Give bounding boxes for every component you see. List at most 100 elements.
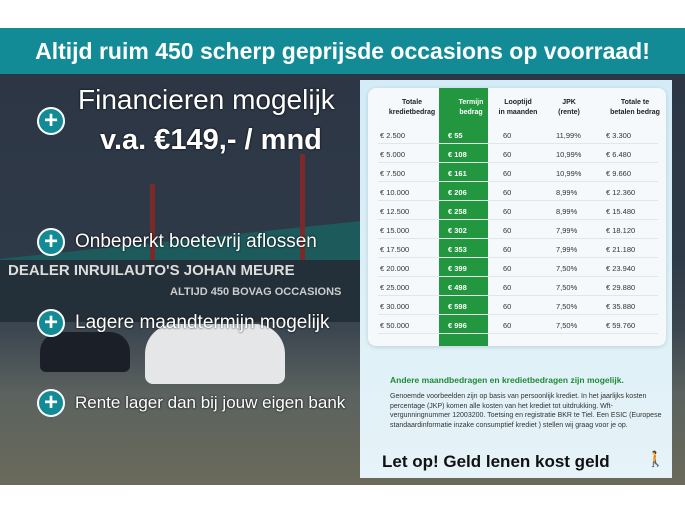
table-cell: 60 <box>503 283 512 292</box>
table-row: € 2.500 € 55 60 11,99% € 3.300 <box>378 125 658 144</box>
top-banner: Altijd ruim 450 scherp geprijsde occasio… <box>0 28 685 74</box>
disclaimer-text: Genoemde voorbeelden zijn op basis van p… <box>390 393 662 429</box>
table-cell: € 18.120 <box>606 226 636 235</box>
table-cell: € 5.000 <box>380 150 406 159</box>
table-cell: 60 <box>503 207 512 216</box>
table-cell: € 15.000 <box>380 226 410 235</box>
table-cell: € 353 <box>448 245 467 254</box>
table-cell: 7,99% <box>556 226 578 235</box>
table-cell: € 302 <box>448 226 467 235</box>
table-cell: € 206 <box>448 188 467 197</box>
pole <box>150 184 155 260</box>
table-cell: € 20.000 <box>380 264 410 273</box>
termijn-column-highlight <box>439 88 488 346</box>
parked-car-dark <box>40 332 130 372</box>
table-cell: € 29.880 <box>606 283 636 292</box>
table-cell: € 25.000 <box>380 283 410 292</box>
table-row: € 25.000 € 498 60 7,50% € 29.880 <box>378 277 658 296</box>
building-subsign: ALTIJD 450 BOVAG OCCASIONS <box>170 286 342 298</box>
table-cell: € 9.660 <box>606 169 632 178</box>
table-row: € 30.000 € 598 60 7,50% € 35.880 <box>378 296 658 315</box>
table-cell: € 50.000 <box>380 321 410 330</box>
header-line: JPK <box>562 99 576 106</box>
plus-icon: + <box>37 309 65 337</box>
column-header: JPK (rente) <box>546 98 592 118</box>
table-cell: € 399 <box>448 264 467 273</box>
table-cell: 60 <box>503 302 512 311</box>
plus-icon: + <box>37 389 65 417</box>
feature-financing: + <box>37 107 65 135</box>
table-cell: € 30.000 <box>380 302 410 311</box>
table-cell: 60 <box>503 245 512 254</box>
table-cell: € 12.500 <box>380 207 410 216</box>
parked-car <box>145 324 285 384</box>
feature-label: Onbeperkt boetevrij aflossen <box>75 231 317 252</box>
table-row: € 12.500 € 258 60 8,99% € 15.480 <box>378 201 658 220</box>
credit-table: Totale kredietbedrag Termijn bedrag Looptijd… <box>368 88 666 346</box>
hero-line-1: Financieren mogelijk <box>78 84 335 115</box>
table-cell: € 21.180 <box>606 245 636 254</box>
header-line: bedrag <box>459 109 483 116</box>
table-cell: € 15.480 <box>606 207 636 216</box>
column-header: Totale kredietbedrag <box>382 98 442 118</box>
table-cell: 7,50% <box>556 264 578 273</box>
table-cell: € 3.300 <box>606 131 632 140</box>
table-cell: 60 <box>503 169 512 178</box>
walking-person-icon: 🚶 <box>646 451 665 468</box>
table-cell: 7,99% <box>556 245 578 254</box>
table-cell: € 108 <box>448 150 467 159</box>
warning-text: Let op! Geld lenen kost geld <box>382 452 610 471</box>
column-header: Looptijd in maanden <box>488 98 548 118</box>
table-cell: 60 <box>503 188 512 197</box>
header-line: in maanden <box>498 109 538 116</box>
table-cell: € 10.000 <box>380 188 410 197</box>
table-cell: 60 <box>503 131 512 140</box>
table-cell: 8,99% <box>556 207 578 216</box>
building-sign: DEALER INRUILAUTO'S JOHAN MEURE <box>8 262 295 279</box>
feature-item: + Rente lager dan bij jouw eigen bank <box>37 389 345 417</box>
table-row: € 50.000 € 996 60 7,50% € 59.760 <box>378 315 658 334</box>
table-cell: 10,99% <box>556 169 582 178</box>
table-cell: 7,50% <box>556 302 578 311</box>
table-cell: € 258 <box>448 207 467 216</box>
table-row: € 10.000 € 206 60 8,99% € 12.360 <box>378 182 658 201</box>
table-cell: € 498 <box>448 283 467 292</box>
header-line: Looptijd <box>504 99 532 106</box>
table-cell: 8,99% <box>556 188 578 197</box>
table-cell: € 598 <box>448 302 467 311</box>
table-cell: € 59.760 <box>606 321 636 330</box>
more-options-text: Andere maandbedragen en kredietbedragen … <box>390 375 624 385</box>
plus-icon: + <box>37 107 65 135</box>
table-cell: 10,99% <box>556 150 582 159</box>
table-cell: € 35.880 <box>606 302 636 311</box>
table-cell: € 6.480 <box>606 150 632 159</box>
table-row: € 7.500 € 161 60 10,99% € 9.660 <box>378 163 658 182</box>
header-line: kredietbedrag <box>388 109 436 116</box>
table-row: € 17.500 € 353 60 7,99% € 21.180 <box>378 239 658 258</box>
table-cell: € 12.360 <box>606 188 636 197</box>
table-row: € 20.000 € 399 60 7,50% € 23.940 <box>378 258 658 277</box>
table-cell: € 17.500 <box>380 245 410 254</box>
feature-label: Rente lager dan bij jouw eigen bank <box>75 393 346 412</box>
table-cell: 60 <box>503 264 512 273</box>
feature-item: + Onbeperkt boetevrij aflossen <box>37 228 317 256</box>
table-cell: € 7.500 <box>380 169 406 178</box>
table-cell: 60 <box>503 226 512 235</box>
table-row: € 15.000 € 302 60 7,99% € 18.120 <box>378 220 658 239</box>
finance-panel: Totale kredietbedrag Termijn bedrag Looptijd… <box>360 80 672 478</box>
table-cell: 7,50% <box>556 321 578 330</box>
header-line: Totale te <box>620 99 650 106</box>
table-cell: € 2.500 <box>380 131 406 140</box>
table-cell: € 161 <box>448 169 467 178</box>
header-line: Termijn <box>458 99 484 106</box>
table-cell: € 55 <box>448 131 463 140</box>
table-cell: 60 <box>503 150 512 159</box>
table-cell: 11,99% <box>556 131 581 140</box>
column-header: Termijn bedrag <box>444 98 498 118</box>
table-cell: € 996 <box>448 321 467 330</box>
pole <box>300 154 305 260</box>
header-line: betalen bedrag <box>610 109 660 116</box>
table-row: € 5.000 € 108 60 10,99% € 6.480 <box>378 144 658 163</box>
table-cell: 7,50% <box>556 283 578 292</box>
feature-label: Lagere maandtermijn mogelijk <box>75 312 330 333</box>
